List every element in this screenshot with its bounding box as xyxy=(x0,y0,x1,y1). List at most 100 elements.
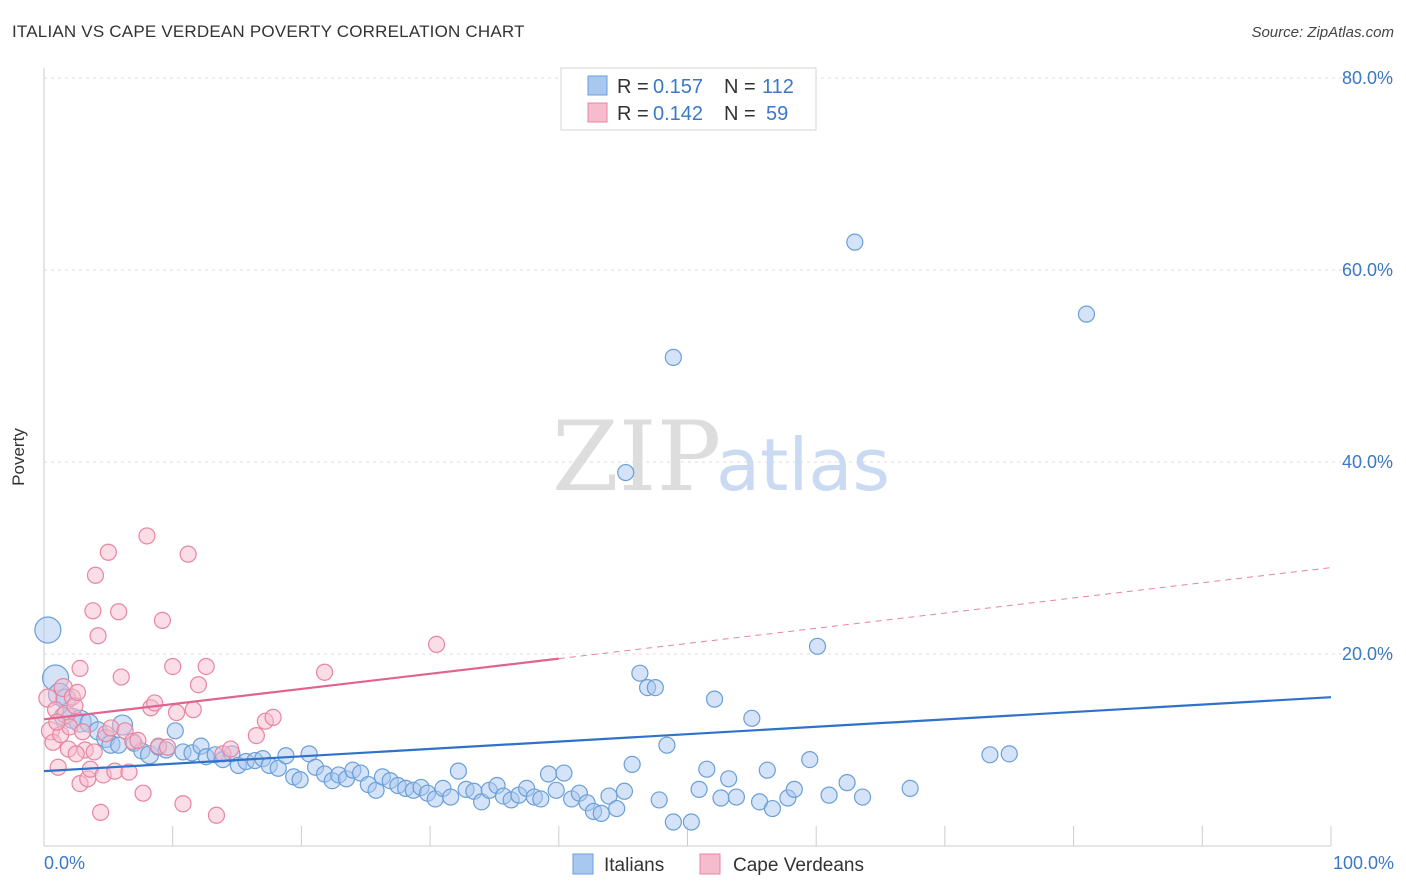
italians-trend-line xyxy=(43,696,1332,773)
italian-point xyxy=(853,788,872,806)
cape-verdean-point xyxy=(110,603,128,621)
cape-verdean-point xyxy=(49,758,67,776)
cape-verdean-point xyxy=(197,657,215,676)
cape-verdean-point xyxy=(89,627,107,645)
bottom-legend: Italians Cape Verdeans xyxy=(572,853,864,876)
italian-point xyxy=(592,804,610,822)
cape-verdean-point xyxy=(174,795,192,813)
italian-point xyxy=(539,765,558,783)
legend-italians-r-label: R = xyxy=(617,76,649,98)
italian-point xyxy=(664,813,682,831)
italian-point xyxy=(658,736,676,754)
bottom-legend-italians-label: Italians xyxy=(604,855,664,876)
y-axis-label: Poverty xyxy=(9,428,28,486)
cape-verdean-point xyxy=(315,663,334,681)
legend-cape-r-label: R = xyxy=(617,103,649,125)
cape-verdean-point xyxy=(247,726,265,745)
italian-point xyxy=(690,780,708,798)
italian-point xyxy=(291,771,309,789)
italian-point xyxy=(838,774,856,792)
watermark-atlas: atlas xyxy=(716,423,890,507)
cape-verdeans-points xyxy=(38,527,446,824)
italian-point xyxy=(801,750,819,769)
legend-italians-n-value: 112 xyxy=(762,76,794,98)
cape-verdean-point xyxy=(222,740,240,758)
cape-verdean-point xyxy=(164,657,182,676)
bottom-legend-italians-swatch xyxy=(572,853,594,875)
x-tick-label-min: 0.0% xyxy=(44,853,85,873)
x-axis-ticks xyxy=(172,826,1332,846)
italian-point xyxy=(277,747,295,765)
legend-cape-r-value: 0.142 xyxy=(653,103,703,125)
italian-point xyxy=(901,779,919,798)
source-label: Source: ZipAtlas.com xyxy=(1251,24,1394,41)
cape-verdean-point xyxy=(167,703,186,722)
italian-point xyxy=(650,791,668,809)
cape-verdean-point xyxy=(112,668,130,686)
cape-verdean-point xyxy=(68,683,87,702)
italians-points xyxy=(34,233,1096,831)
italian-point xyxy=(664,348,682,366)
italian-point xyxy=(705,690,724,708)
legend: R = 0.157 N = 112 R = 0.142 N = 59 xyxy=(560,67,817,131)
legend-italians-r-value: 0.157 xyxy=(653,76,703,98)
italian-point xyxy=(820,786,838,804)
italian-point xyxy=(547,781,565,799)
italian-point xyxy=(785,780,803,798)
italian-point xyxy=(110,736,128,754)
italian-point xyxy=(698,760,716,778)
italian-point xyxy=(1077,305,1096,323)
cape-verdean-point xyxy=(84,602,102,620)
italian-point xyxy=(712,789,730,807)
italian-point xyxy=(34,616,62,644)
y-tick-label: 80.0% xyxy=(1342,68,1393,88)
italian-point xyxy=(720,770,738,788)
cape-verdean-point xyxy=(99,543,117,561)
x-tick-label-max: 100.0% xyxy=(1333,853,1394,873)
legend-italians-swatch xyxy=(587,75,608,96)
italian-point xyxy=(682,813,700,831)
cape-verdean-point xyxy=(146,694,164,712)
legend-cape-n-value: 59 xyxy=(766,103,788,125)
cape-verdean-point xyxy=(138,527,156,545)
italian-point xyxy=(600,787,618,805)
cape-verdean-point xyxy=(92,803,110,822)
cape-verdean-point xyxy=(264,708,282,726)
italian-point xyxy=(555,764,573,782)
cape-verdean-point xyxy=(67,745,85,763)
cape-verdean-point xyxy=(427,635,446,654)
y-tick-label: 40.0% xyxy=(1342,452,1393,472)
italian-point xyxy=(269,759,287,777)
bottom-legend-cape-verdeans-swatch xyxy=(699,853,721,875)
bottom-legend-cape-label: Cape Verdeans xyxy=(733,855,864,876)
chart-title: ITALIAN VS CAPE VERDEAN POVERTY CORRELAT… xyxy=(12,22,525,41)
italian-point xyxy=(763,799,782,818)
cape-verdean-point xyxy=(207,806,226,824)
italian-point xyxy=(623,755,641,774)
italian-point xyxy=(617,463,635,482)
legend-italians-n-label: N = xyxy=(724,76,756,98)
italian-point xyxy=(646,678,664,697)
cape-verdean-point xyxy=(179,545,197,563)
legend-cape-verdeans-swatch xyxy=(587,102,608,123)
italian-point xyxy=(981,746,999,764)
cape-verdeans-trend-extension xyxy=(558,567,1332,660)
italian-point xyxy=(631,664,649,682)
y-tick-label: 20.0% xyxy=(1342,644,1393,664)
italian-point xyxy=(727,788,746,806)
italian-point xyxy=(442,788,460,806)
italian-point xyxy=(449,762,468,780)
cape-verdean-point xyxy=(134,784,152,802)
italian-point xyxy=(743,709,761,727)
italian-point xyxy=(758,761,776,779)
gridlines xyxy=(44,77,1392,655)
italian-point xyxy=(166,722,184,740)
cape-verdean-point xyxy=(85,743,103,761)
cape-verdeans-trend-line xyxy=(43,657,559,721)
trend-lines xyxy=(43,567,1332,773)
cape-verdean-point xyxy=(74,723,92,741)
cape-verdean-point xyxy=(106,762,124,780)
y-axis-tick-labels: 20.0% 40.0% 60.0% 80.0% xyxy=(1342,68,1393,664)
cape-verdean-point xyxy=(120,763,138,781)
